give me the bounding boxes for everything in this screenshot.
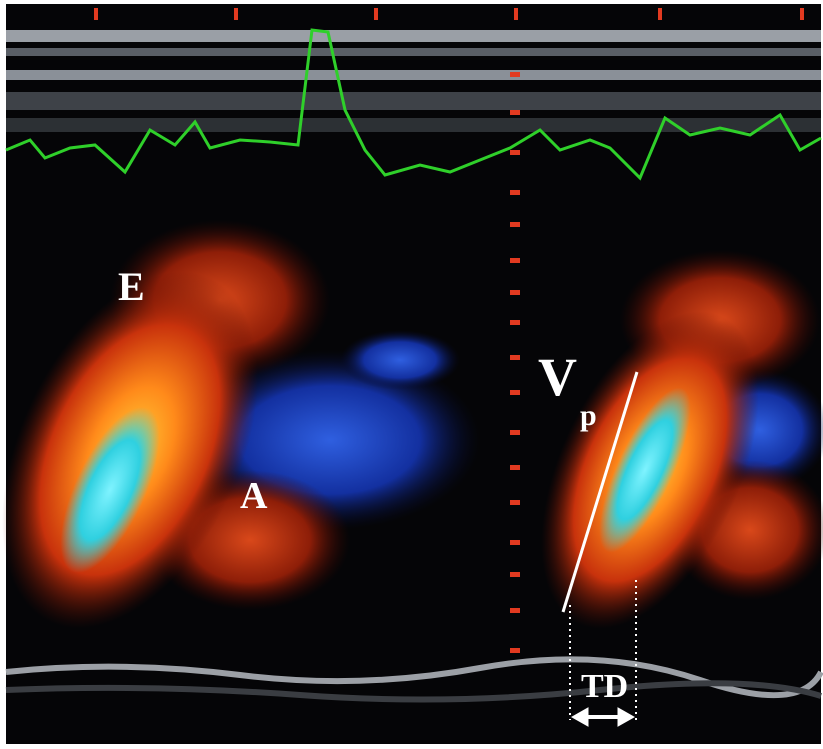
vp-label: V [538,347,577,407]
td-arrow [570,707,636,727]
vp-slope-line [561,371,639,613]
depth-markers [510,72,520,653]
time-markers [94,8,804,20]
tissue-bands [5,30,823,703]
e-wave-label: E [118,264,145,309]
td-label: TD [581,668,628,705]
ecg-trace [5,28,822,181]
vp-subscript: p [580,399,597,432]
color-flow [1,220,823,629]
a-wave-label: A [240,475,268,517]
